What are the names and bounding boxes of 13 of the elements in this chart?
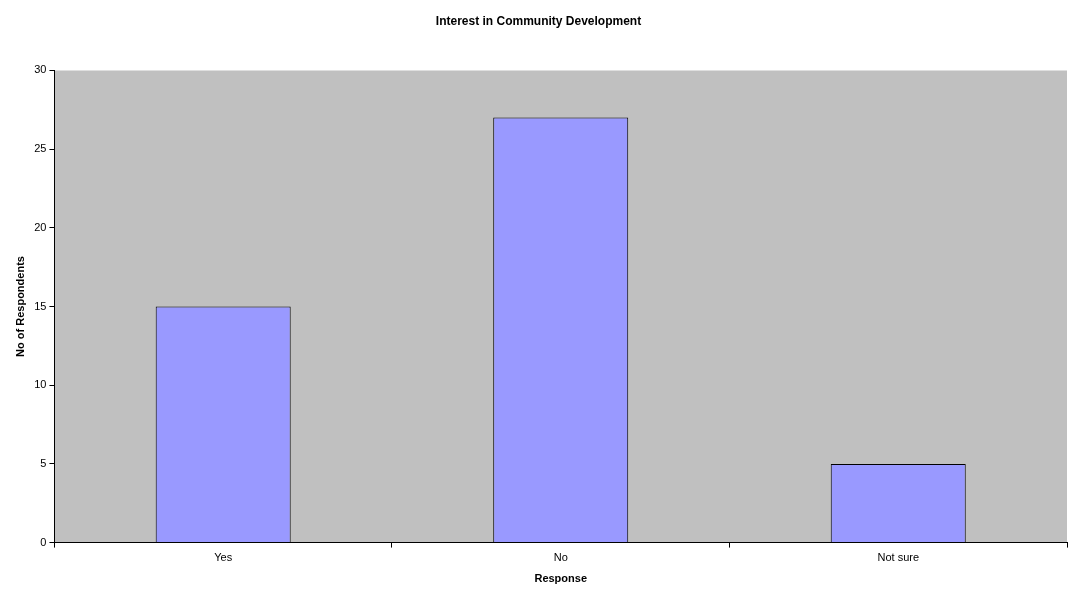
- x-tick-label: Yes: [214, 551, 233, 564]
- x-tick-label: No: [553, 551, 568, 564]
- y-tick-label: 15: [34, 299, 47, 312]
- y-tick-label: 10: [34, 378, 47, 391]
- y-tick-label: 20: [34, 220, 47, 233]
- chart-title: Interest in Community Development: [435, 13, 642, 28]
- y-tick-label: 25: [34, 142, 47, 155]
- y-tick-label: 0: [40, 535, 47, 548]
- y-tick-label: 5: [40, 456, 47, 469]
- x-tick-label: Not sure: [877, 551, 920, 564]
- x-axis-title: Response: [534, 572, 588, 585]
- y-tick-label: 30: [34, 63, 47, 76]
- y-axis-title: No of Respondents: [13, 256, 26, 357]
